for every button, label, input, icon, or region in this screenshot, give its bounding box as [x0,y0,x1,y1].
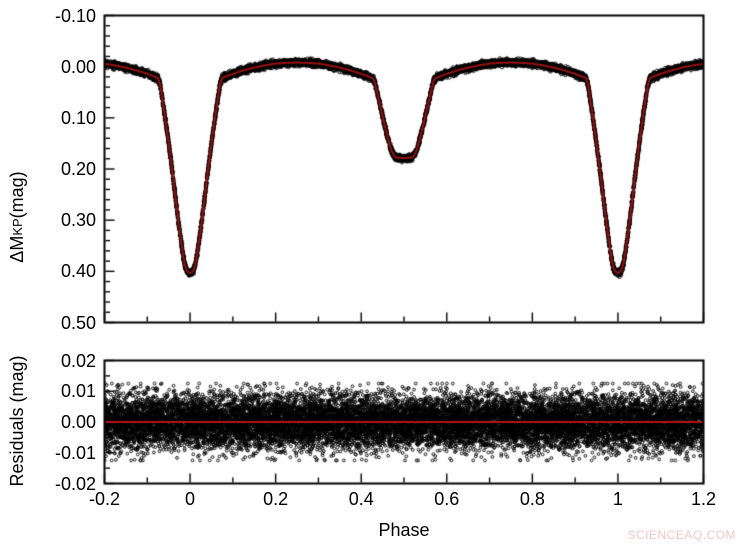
watermark: SCIENCEAQ.COM [627,528,736,542]
x-tick-label: 0.4 [348,489,374,509]
residuals-y-tick-label: 0.00 [60,412,96,432]
residuals-y-tick-label: 0.01 [60,381,96,402]
main-y-tick-label: 0.20 [60,159,96,179]
x-axis-title: Phase [378,520,430,540]
residuals-y-tick-label: 0.02 [60,350,96,371]
main-y-tick-label: 0.40 [60,261,96,282]
residuals-y-tick-label: -0.02 [54,473,96,494]
x-tick-label: 0.6 [434,489,460,509]
x-tick-label: 1.2 [690,489,717,509]
x-tick-label: 0.8 [519,489,545,509]
main-y-tick-label: 0.10 [60,107,96,128]
x-tick-label: 0.2 [263,489,289,509]
x-tick-label: 0 [185,489,196,509]
main-y-tick-label: 0.00 [60,56,96,77]
x-tick-label: -0.2 [88,489,121,509]
main-y-tick-label: 0.50 [60,312,96,333]
residuals-y-tick-label: -0.01 [54,442,96,463]
main-y-tick-label: -0.10 [54,5,96,26]
x-tick-label: 1 [612,489,623,509]
main-y-tick-label: 0.30 [60,210,96,231]
y-axis-title-prefix: ΔM [6,235,27,263]
